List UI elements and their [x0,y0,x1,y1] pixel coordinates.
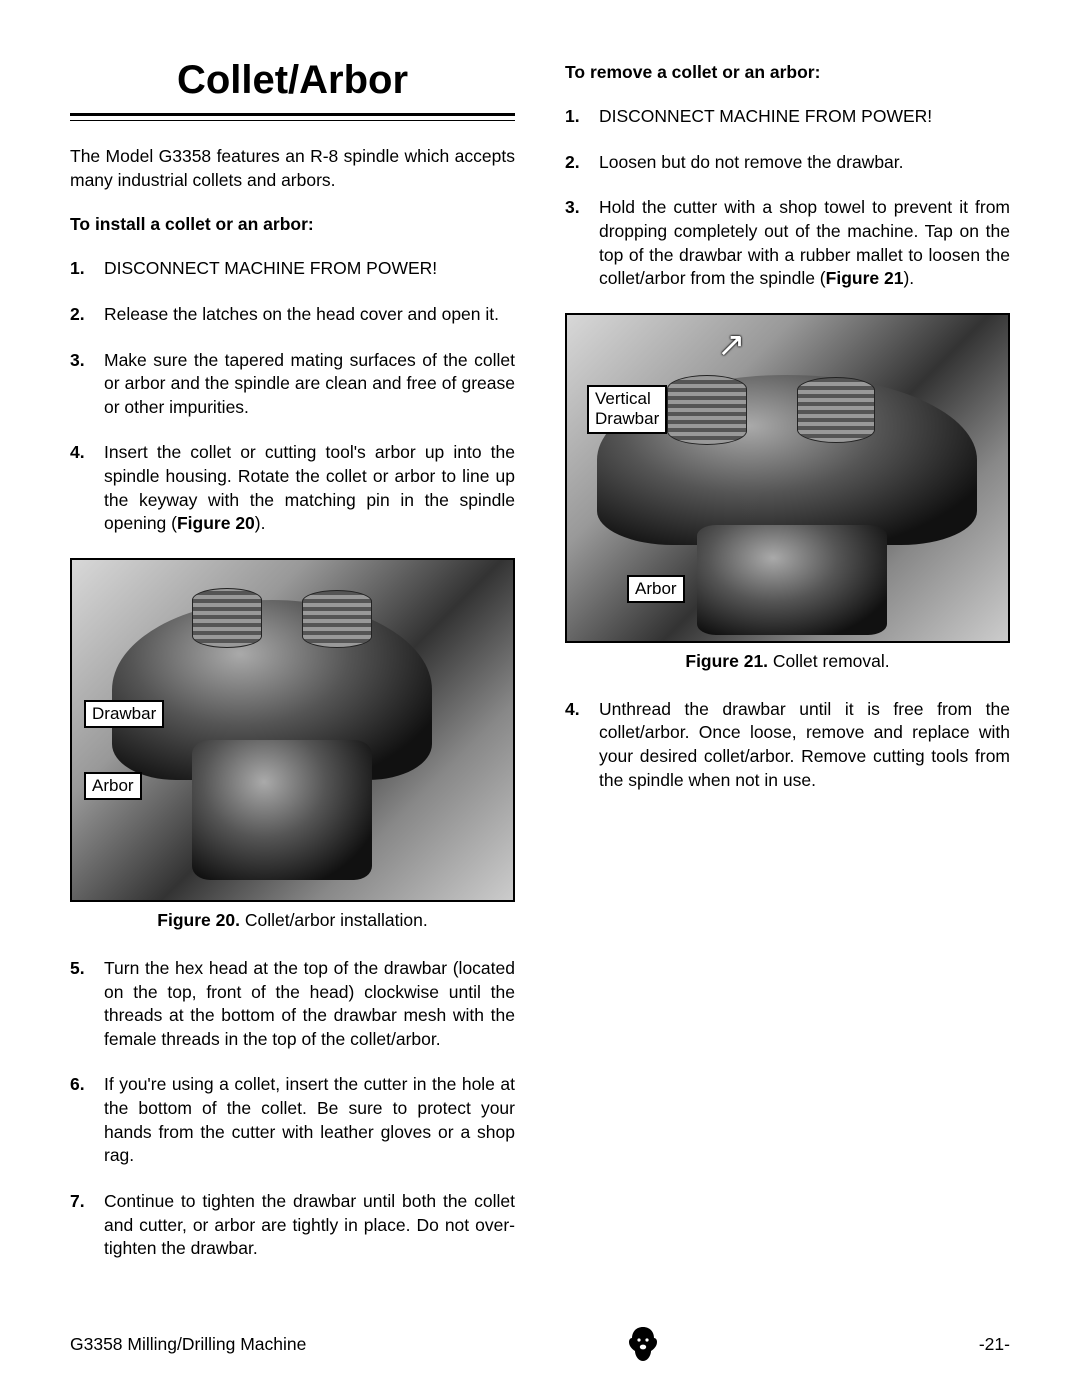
remove-step-2: Loosen but do not remove the drawbar. [565,151,1010,175]
remove-steps-1-3: DISCONNECT MACHINE FROM POWER! Loosen bu… [565,105,1010,291]
install-step-6: If you're using a collet, insert the cut… [70,1073,515,1168]
remove-step-3-text: Hold the cutter with a shop towel to pre… [599,197,1010,288]
bear-logo-icon [626,1325,660,1363]
page-title: Collet/Arbor [70,58,515,103]
title-rule-thin [70,120,515,121]
remove-step-3: Hold the cutter with a shop towel to pre… [565,196,1010,291]
remove-step-4: Unthread the drawbar until it is free fr… [565,698,1010,793]
install-step-1: DISCONNECT MACHINE FROM POWER! [70,257,515,281]
figure-20-ref: Figure 20 [177,513,255,533]
callout-arbor: Arbor [84,772,142,800]
figure-21-ref: Figure 21 [826,268,904,288]
intro-paragraph: The Model G3358 features an R-8 spindle … [70,145,515,192]
remove-heading: To remove a collet or an arbor: [565,62,1010,83]
install-steps-5-7: Turn the hex head at the top of the draw… [70,957,515,1261]
install-step-5: Turn the hex head at the top of the draw… [70,957,515,1052]
page-footer: G3358 Milling/Drilling Machine -21- [70,1325,1010,1363]
figure-21-caption-text: Collet removal. [768,651,890,671]
figure-21-label: Figure 21. [685,651,768,671]
install-step-3: Make sure the tapered mating surfaces of… [70,349,515,420]
arrow-icon: ↗ [717,325,746,365]
remove-steps-4: Unthread the drawbar until it is free fr… [565,698,1010,793]
install-heading: To install a collet or an arbor: [70,214,515,235]
install-steps-1-4: DISCONNECT MACHINE FROM POWER! Release t… [70,257,515,536]
callout-vertical-drawbar: Vertical Drawbar [587,385,667,434]
figure-20-label: Figure 20. [157,910,240,930]
callout-drawbar: Drawbar [84,700,164,728]
figure-20-caption-text: Collet/arbor installation. [240,910,428,930]
footer-page-number: -21- [979,1334,1010,1355]
install-step-4: Insert the collet or cutting tool's arbo… [70,441,515,536]
figure-20-caption: Figure 20. Collet/arbor installation. [70,910,515,931]
footer-left-text: G3358 Milling/Drilling Machine [70,1334,306,1355]
install-step-2: Release the latches on the head cover an… [70,303,515,327]
figure-21-caption: Figure 21. Collet removal. [565,651,1010,672]
install-step-7: Continue to tighten the drawbar until bo… [70,1190,515,1261]
install-step-4-text: Insert the collet or cutting tool's arbo… [104,442,515,533]
figure-21-image: ↗ Vertical Drawbar Arbor [565,313,1010,643]
figure-20-image: Drawbar Arbor [70,558,515,902]
title-rule-thick [70,113,515,116]
remove-step-1: DISCONNECT MACHINE FROM POWER! [565,105,1010,129]
callout-arbor-2: Arbor [627,575,685,603]
